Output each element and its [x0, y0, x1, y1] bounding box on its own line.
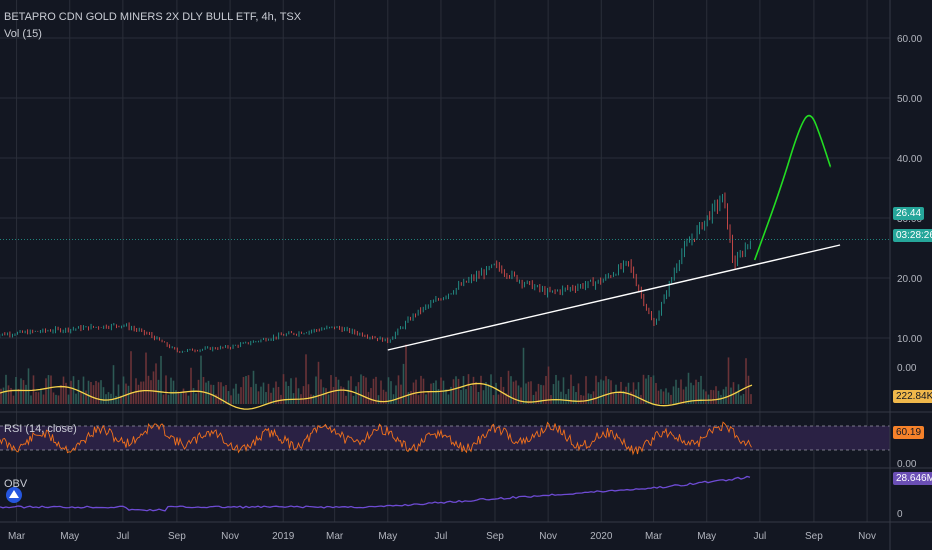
- price-tick-label: 10.00: [897, 334, 922, 345]
- pane-zero-label: 0: [897, 509, 903, 520]
- x-tick-label: Nov: [221, 531, 239, 542]
- x-tick-label: 2020: [590, 531, 613, 542]
- tradingview-logo-icon[interactable]: [6, 487, 22, 503]
- rsi-band: [0, 426, 890, 450]
- x-tick-label: Sep: [805, 531, 823, 542]
- rsi-indicator-label[interactable]: RSI (14, close): [4, 423, 77, 435]
- rsi-badge: 60.19: [893, 426, 925, 439]
- price-tick-label: 50.00: [897, 94, 922, 105]
- price-pane[interactable]: [0, 114, 890, 353]
- price-tick-label: 60.00: [897, 34, 922, 45]
- trendline[interactable]: [387, 244, 841, 351]
- price-tick-label: 20.00: [897, 274, 922, 285]
- x-tick-label: Nov: [858, 531, 876, 542]
- x-tick-label: Sep: [168, 531, 186, 542]
- pane-zero-label: 0.00: [897, 459, 917, 470]
- obv-pane: [0, 475, 751, 512]
- x-tick-label: Mar: [8, 531, 26, 542]
- x-tick-label: May: [378, 531, 397, 542]
- volume-pane: [0, 344, 753, 410]
- countdown-badge: 03:28:26: [893, 229, 932, 242]
- pane-zero-label: 0.00: [897, 363, 917, 374]
- x-tick-label: May: [697, 531, 716, 542]
- rsi-line: [0, 421, 752, 456]
- x-tick-label: Jul: [435, 531, 448, 542]
- volume-ma-line: [0, 382, 753, 410]
- x-tick-label: Sep: [486, 531, 504, 542]
- x-tick-label: Nov: [539, 531, 557, 542]
- obv-indicator-label[interactable]: OBV: [4, 478, 28, 490]
- x-tick-label: Jul: [116, 531, 129, 542]
- x-tick-label: 2019: [272, 531, 295, 542]
- x-tick-label: May: [60, 531, 79, 542]
- price-tick-label: 40.00: [897, 154, 922, 165]
- price-badge: 26.44: [893, 207, 925, 220]
- x-tick-label: Jul: [753, 531, 766, 542]
- volume-badge: 222.84K: [893, 390, 932, 403]
- x-tick-label: Mar: [645, 531, 663, 542]
- projection-curve[interactable]: [753, 114, 832, 261]
- volume-indicator-label[interactable]: Vol (15): [4, 28, 42, 40]
- x-tick-label: Mar: [326, 531, 344, 542]
- rsi-pane: [0, 421, 890, 456]
- chart-symbol-title: BETAPRO CDN GOLD MINERS 2X DLY BULL ETF,…: [4, 11, 302, 23]
- obv-line: [0, 475, 751, 512]
- obv-badge: 28.646M: [893, 472, 932, 485]
